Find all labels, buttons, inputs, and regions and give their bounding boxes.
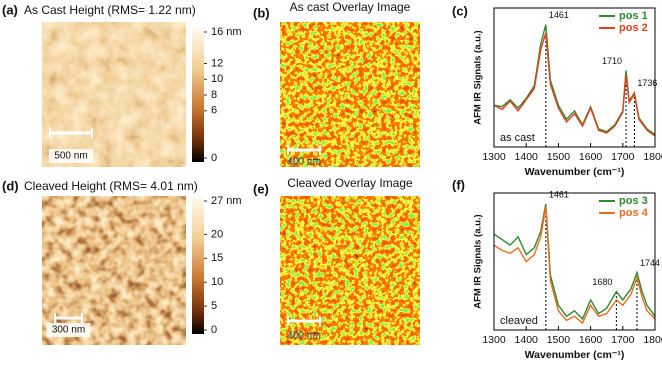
overlay-map xyxy=(280,22,420,167)
scale-bar-label: 400 nm xyxy=(287,157,320,168)
scale-bar-label: 300 nm xyxy=(52,325,85,336)
x-tick-label: 1400 xyxy=(515,334,539,346)
panel-title: As cast Overlay Image xyxy=(290,0,411,14)
peak-label: 1710 xyxy=(602,56,622,66)
colorbar xyxy=(192,28,204,162)
scale-bar-label-bg xyxy=(46,323,91,337)
plot-frame xyxy=(493,192,656,331)
plot-frame xyxy=(493,7,656,148)
series-line xyxy=(493,32,656,137)
x-tick-label: 1800 xyxy=(643,334,662,346)
x-tick-label: 1600 xyxy=(579,151,603,163)
height-map xyxy=(42,196,186,345)
colorbar-tick-label: 6 xyxy=(211,105,217,117)
overlay-map xyxy=(280,196,420,345)
panel-title: Cleaved Overlay Image xyxy=(287,176,413,190)
colorbar-tick-label: 8 xyxy=(211,89,217,101)
peak-label: 1461 xyxy=(549,189,569,199)
y-axis-label: AFM IR Signals (a.u.) xyxy=(473,30,484,124)
x-tick-label: 1400 xyxy=(515,151,539,163)
series-line xyxy=(493,24,656,136)
x-tick-label: 1700 xyxy=(611,334,635,346)
y-axis-label: AFM IR Signals (a.u.) xyxy=(473,214,484,308)
colorbar-tick-label: 12 xyxy=(211,57,223,69)
colorbar-tick-label: 0 xyxy=(211,152,217,164)
x-axis-label: Wavenumber (cm⁻¹) xyxy=(525,349,625,361)
colorbar xyxy=(192,197,204,334)
panel-label: (b) xyxy=(253,5,270,20)
scale-bar-label: 400 nm xyxy=(287,331,320,342)
x-axis-label: Wavenumber (cm⁻¹) xyxy=(525,166,625,178)
peak-label: 1680 xyxy=(592,277,612,287)
panel-label: (a) xyxy=(2,2,18,17)
panel-label: (c) xyxy=(452,3,468,18)
panel-note: as cast xyxy=(500,132,535,144)
legend-label: pos 1 xyxy=(619,10,648,22)
x-tick-label: 1500 xyxy=(547,334,571,346)
colorbar-tick-label: 10 xyxy=(211,73,223,85)
colorbar-tick-label: 15 xyxy=(211,252,223,264)
panel-note: cleaved xyxy=(500,315,538,327)
colorbar-tick-label: 16 nm xyxy=(211,26,242,38)
x-tick-label: 1700 xyxy=(611,151,635,163)
scale-bar-label-bg xyxy=(49,149,93,163)
panel-label: (d) xyxy=(2,178,19,193)
scale-bar-label: 500 nm xyxy=(54,151,87,162)
peak-label: 1736 xyxy=(637,78,657,88)
legend-label: pos 3 xyxy=(619,195,648,207)
x-tick-label: 1600 xyxy=(579,334,603,346)
panel-title: Cleaved Height (RMS= 4.01 nm) xyxy=(24,179,198,193)
colorbar-tick-label: 27 nm xyxy=(211,195,242,207)
panel-title: As Cast Height (RMS= 1.22 nm) xyxy=(24,3,196,17)
panel-label: (f) xyxy=(452,177,465,192)
x-tick-label: 1500 xyxy=(547,151,571,163)
colorbar-tick-label: 10 xyxy=(211,276,223,288)
series-line xyxy=(493,206,656,325)
peak-label: 1461 xyxy=(549,10,569,20)
x-tick-label: 1300 xyxy=(482,151,506,163)
panel-label: (e) xyxy=(253,181,269,196)
series-line xyxy=(493,203,656,321)
colorbar-tick-label: 5 xyxy=(211,300,217,312)
legend-label: pos 4 xyxy=(619,207,649,219)
colorbar-tick-label: 0 xyxy=(211,324,217,336)
x-tick-label: 1800 xyxy=(643,151,662,163)
legend-label: pos 2 xyxy=(619,22,648,34)
x-tick-label: 1300 xyxy=(482,334,506,346)
peak-label: 1744 xyxy=(640,258,660,268)
colorbar-tick-label: 20 xyxy=(211,228,223,240)
height-map xyxy=(42,22,186,167)
